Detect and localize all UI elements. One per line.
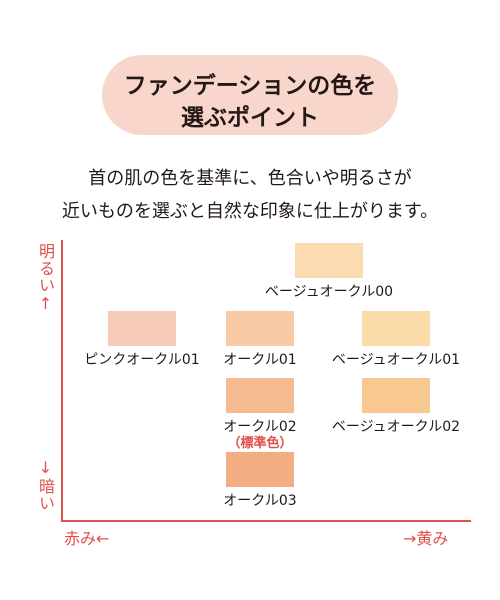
swatch <box>226 452 294 487</box>
description-line: 首の肌の色を基準に、色合いや明るさが <box>88 168 412 189</box>
x-axis <box>61 520 471 522</box>
swatch <box>226 311 294 346</box>
x-axis-right-label: →黄み <box>403 529 449 548</box>
swatch-label: ベージュオークル00 <box>264 284 394 300</box>
swatch-label: オークル01 <box>223 352 297 368</box>
swatch-label: ベージュオークル01 <box>331 352 461 368</box>
swatch-label: オークル02 <box>223 419 297 435</box>
swatch <box>108 311 176 346</box>
swatch <box>295 243 363 278</box>
swatch <box>362 378 430 413</box>
swatch-label: ベージュオークル02 <box>331 419 461 435</box>
swatch-label: オークル03 <box>223 493 297 509</box>
title-line: ファンデーションの色を <box>123 73 377 99</box>
description-line: 近いものを選ぶと自然な印象に仕上がります。 <box>61 201 439 222</box>
y-axis-top-label: 明るい↑ <box>36 243 55 314</box>
swatch-label: ピンクオークル01 <box>84 352 200 368</box>
y-axis-bottom-label: ↓暗い <box>36 458 55 512</box>
swatch-note: （標準色） <box>227 436 293 451</box>
title-pill <box>102 55 398 135</box>
swatch <box>226 378 294 413</box>
swatch <box>362 311 430 346</box>
x-axis-left-label: 赤み← <box>64 529 110 548</box>
y-axis <box>61 240 63 522</box>
title-line: 選ぶポイント <box>181 105 319 131</box>
